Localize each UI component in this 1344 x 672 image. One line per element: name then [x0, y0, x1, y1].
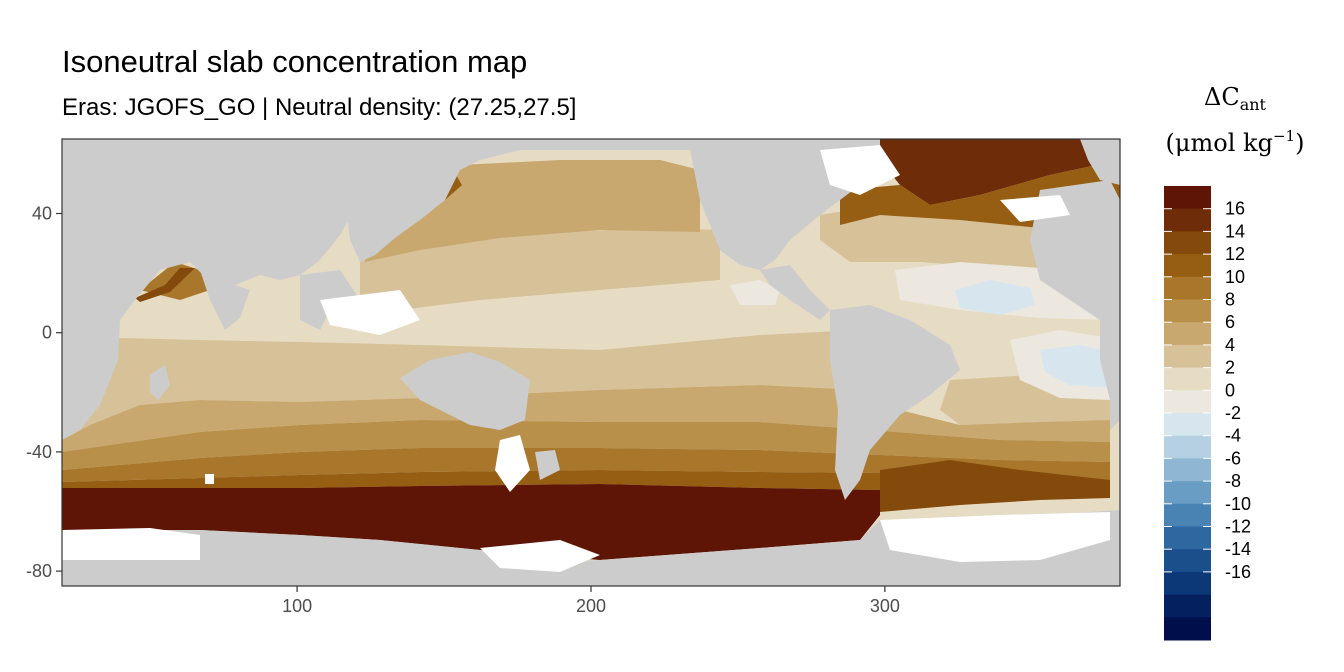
legend-swatch — [1164, 594, 1211, 618]
land-eurasia-east — [300, 139, 700, 262]
land-india — [200, 270, 250, 330]
band-12-14-persian-gulf — [135, 268, 195, 302]
legend-label: -8 — [1225, 471, 1241, 491]
legend-label: 10 — [1225, 267, 1245, 287]
map-layer — [62, 139, 1120, 586]
x-tick-label: 300 — [870, 596, 900, 616]
y-tick-label: 0 — [42, 323, 52, 343]
missing-hudson-bay — [820, 145, 900, 195]
chart-title: Isoneutral slab concentration map — [62, 44, 528, 79]
missing-tasman-shelf — [495, 435, 530, 492]
legend-label: -10 — [1225, 494, 1251, 514]
band-12-14-south-atlantic — [880, 460, 1110, 512]
land-central-america — [760, 265, 830, 320]
y-tick-label: -40 — [26, 442, 52, 462]
legend-title-symbol: ΔC — [1204, 83, 1240, 111]
y-tick-label: -80 — [26, 561, 52, 581]
blue-patch-minus2-south — [1040, 345, 1110, 388]
legend-swatch — [1164, 526, 1211, 550]
legend-label: 16 — [1225, 199, 1245, 219]
legend-swatch — [1164, 254, 1211, 278]
land-australia — [400, 352, 530, 430]
legend-title-symbol-line: ΔCant — [1160, 83, 1310, 114]
land-greenland-europe — [1080, 139, 1120, 185]
blue-patch-minus2-north — [955, 280, 1035, 315]
chart-subtitle: Eras: JGOFS_GO | Neutral density: (27.25… — [62, 94, 577, 121]
missing-indonesia — [320, 290, 420, 335]
land-madagascar — [150, 365, 170, 400]
x-tick-label: 100 — [282, 596, 312, 616]
legend-label: 4 — [1225, 335, 1235, 355]
band-14-16-north-atlantic — [880, 139, 1120, 205]
legend-swatch — [1164, 481, 1211, 505]
legend-units-main: (μmol kg — [1165, 129, 1273, 158]
legend-label: -12 — [1225, 517, 1251, 537]
legend-swatch — [1164, 617, 1211, 641]
legend-swatch — [1164, 458, 1211, 482]
missing-kerguelen — [205, 474, 214, 484]
legend-swatch — [1164, 299, 1211, 323]
legend-units-close: ) — [1295, 129, 1305, 158]
legend-title-subscript: ant — [1239, 95, 1266, 114]
legend-label: -6 — [1225, 448, 1241, 468]
legend-swatch — [1164, 503, 1211, 527]
legend-units-sup: −1 — [1272, 127, 1296, 146]
legend-label: 0 — [1225, 380, 1235, 400]
legend-swatch — [1164, 549, 1211, 573]
legend-label: 12 — [1225, 244, 1245, 264]
y-tick-label: 40 — [32, 204, 52, 224]
legend-swatch — [1164, 413, 1211, 437]
x-tick-label: 200 — [576, 596, 606, 616]
band-2-4-north-pacific — [360, 228, 720, 310]
legend-label: 6 — [1225, 312, 1235, 332]
legend-swatch — [1164, 186, 1211, 210]
legend-label: -14 — [1225, 539, 1251, 559]
band-16-plus — [62, 484, 880, 560]
land-africa — [1030, 180, 1120, 430]
legend-swatch — [1164, 231, 1211, 255]
legend-swatch — [1164, 276, 1211, 300]
missing-weddell-sea — [880, 512, 1110, 562]
legend-swatch — [1164, 571, 1211, 596]
missing-antarctic-shelf-west — [62, 528, 200, 560]
legend-label: 14 — [1225, 221, 1245, 241]
legend-swatch — [1164, 390, 1211, 414]
land-africa-eurasia-west — [62, 139, 380, 440]
land-south-america — [830, 305, 960, 500]
legend-swatch — [1164, 435, 1211, 459]
legend-swatch — [1164, 344, 1211, 369]
legend-label: 8 — [1225, 290, 1235, 310]
legend-title-units: (μmol kg−1) — [1160, 128, 1310, 158]
blue-patch-0-to-minus2-pacific — [730, 280, 780, 305]
legend-label: -16 — [1225, 562, 1251, 582]
missing-ross-sea — [480, 540, 600, 572]
legend-swatch — [1164, 322, 1211, 346]
legend-title: ΔCant (μmol kg−1) — [1160, 83, 1310, 158]
legend-label: -2 — [1225, 403, 1241, 423]
legend-swatch — [1164, 208, 1211, 232]
legend-label: -4 — [1225, 426, 1241, 446]
legend-label: 2 — [1225, 358, 1235, 378]
missing-mediterranean — [1000, 195, 1070, 222]
legend-swatch — [1164, 367, 1211, 391]
land-new-zealand — [535, 450, 560, 480]
